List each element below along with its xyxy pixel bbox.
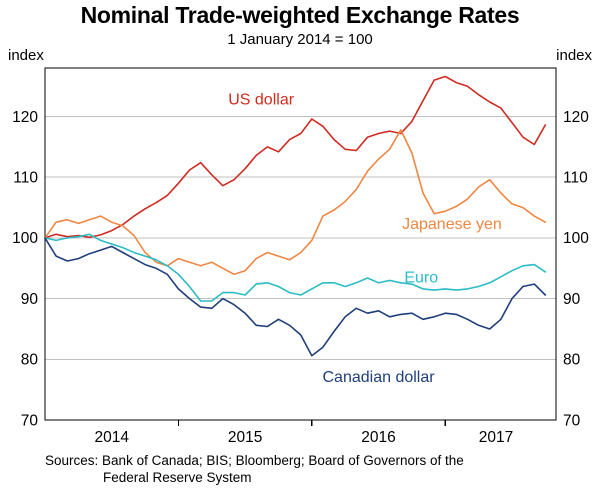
y-tick-label-left-90: 90: [21, 291, 39, 308]
y-tick-label-left-120: 120: [12, 109, 38, 126]
x-tick-label-2017: 2017: [479, 429, 513, 446]
sources-line-1: Sources: Bank of Canada; BIS; Bloomberg;…: [45, 453, 464, 470]
y-tick-label-right-90: 90: [563, 291, 581, 308]
x-tick-label-2015: 2015: [228, 429, 262, 446]
chart-subtitle: 1 January 2014 = 100: [227, 31, 373, 48]
series-label-us-dollar: US dollar: [228, 91, 294, 108]
sources-label: Sources:: [45, 453, 99, 468]
series-line-us-dollar: [44, 75, 547, 239]
sources-note: Sources: Bank of Canada; BIS; Bloomberg;…: [45, 453, 464, 487]
series-line-canadian-dollar: [44, 237, 547, 357]
x-tick-label-2016: 2016: [361, 429, 395, 446]
sources-line-2: Federal Reserve System: [103, 469, 252, 485]
chart-title: Nominal Trade-weighted Exchange Rates: [80, 2, 520, 28]
y-tick-label-left-80: 80: [21, 352, 39, 369]
series-label-japanese-yen: Japanese yen: [402, 216, 502, 233]
y-tick-label-right-100: 100: [563, 230, 589, 247]
y-tick-label-right-110: 110: [563, 170, 588, 187]
y-tick-label-right-80: 80: [563, 352, 581, 369]
y-axis-unit-right: index: [556, 47, 592, 64]
y-tick-label-left-100: 100: [12, 230, 38, 247]
x-tick-label-2014: 2014: [94, 429, 129, 446]
sources-text: Bank of Canada; BIS; Bloomberg; Board of…: [102, 453, 464, 468]
y-tick-label-left-110: 110: [13, 170, 38, 187]
y-axis-unit-left: index: [8, 47, 44, 64]
series-label-euro: Euro: [404, 269, 438, 286]
y-tick-label-left-70: 70: [21, 412, 39, 429]
series-label-canadian-dollar: Canadian dollar: [323, 369, 436, 386]
series-line-japanese-yen: [44, 129, 547, 276]
y-tick-label-right-120: 120: [563, 109, 589, 126]
plot-border: [44, 67, 557, 421]
y-tick-label-right-70: 70: [563, 412, 581, 429]
series-line-euro: [44, 233, 547, 302]
